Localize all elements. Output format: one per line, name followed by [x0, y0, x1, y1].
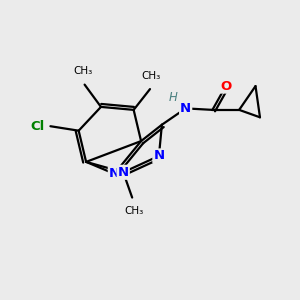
Text: H: H [169, 91, 178, 103]
Text: CH₃: CH₃ [74, 66, 93, 76]
Text: N: N [153, 149, 164, 162]
Text: N: N [180, 102, 191, 115]
Text: CH₃: CH₃ [142, 71, 161, 81]
Text: O: O [220, 80, 231, 93]
Text: Cl: Cl [31, 120, 45, 133]
Text: N: N [109, 167, 120, 180]
Text: CH₃: CH₃ [124, 206, 143, 216]
Text: N: N [118, 166, 129, 179]
